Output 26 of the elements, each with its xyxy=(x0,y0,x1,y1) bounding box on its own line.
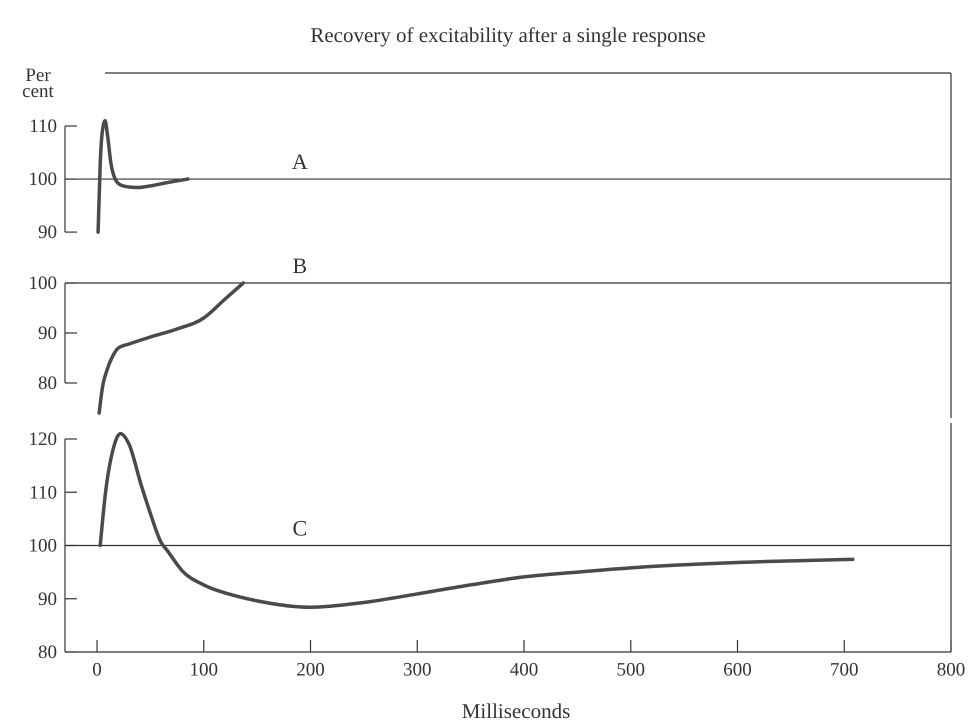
y-tick-label: 90 xyxy=(38,222,57,244)
y-tick-label: 90 xyxy=(38,588,57,610)
y-tick-label: 80 xyxy=(38,642,57,664)
x-tick-label: 800 xyxy=(936,659,966,680)
y-tick-label: 80 xyxy=(38,373,57,394)
y-tick-label: 100 xyxy=(28,169,57,190)
y-axis-title: Per cent xyxy=(22,65,55,102)
ref-line-label: C xyxy=(292,515,308,540)
y-tick-label: 90 xyxy=(38,323,57,344)
x-tick-label: 0 xyxy=(92,659,102,680)
y-tick-label: 110 xyxy=(29,482,57,504)
y-tick-label: 120 xyxy=(28,429,57,450)
y-tick-label: 100 xyxy=(28,273,57,294)
x-tick-label: 300 xyxy=(403,659,432,680)
x-tick-label: 200 xyxy=(296,659,325,680)
x-tick-label: 100 xyxy=(190,659,218,680)
ref-line-label: B xyxy=(292,253,308,278)
x-tick-label: 400 xyxy=(510,659,538,680)
y-tick-label: 110 xyxy=(29,116,57,138)
chart-title: Recovery of excitability after a single response xyxy=(310,23,706,47)
ref-line-label: A xyxy=(292,149,308,174)
y-tick-label: 100 xyxy=(28,536,57,557)
x-tick-label: 700 xyxy=(830,659,859,680)
x-axis-title: Milliseconds xyxy=(462,699,570,721)
x-tick-label: 500 xyxy=(616,659,646,680)
x-tick-label: 600 xyxy=(723,659,752,680)
